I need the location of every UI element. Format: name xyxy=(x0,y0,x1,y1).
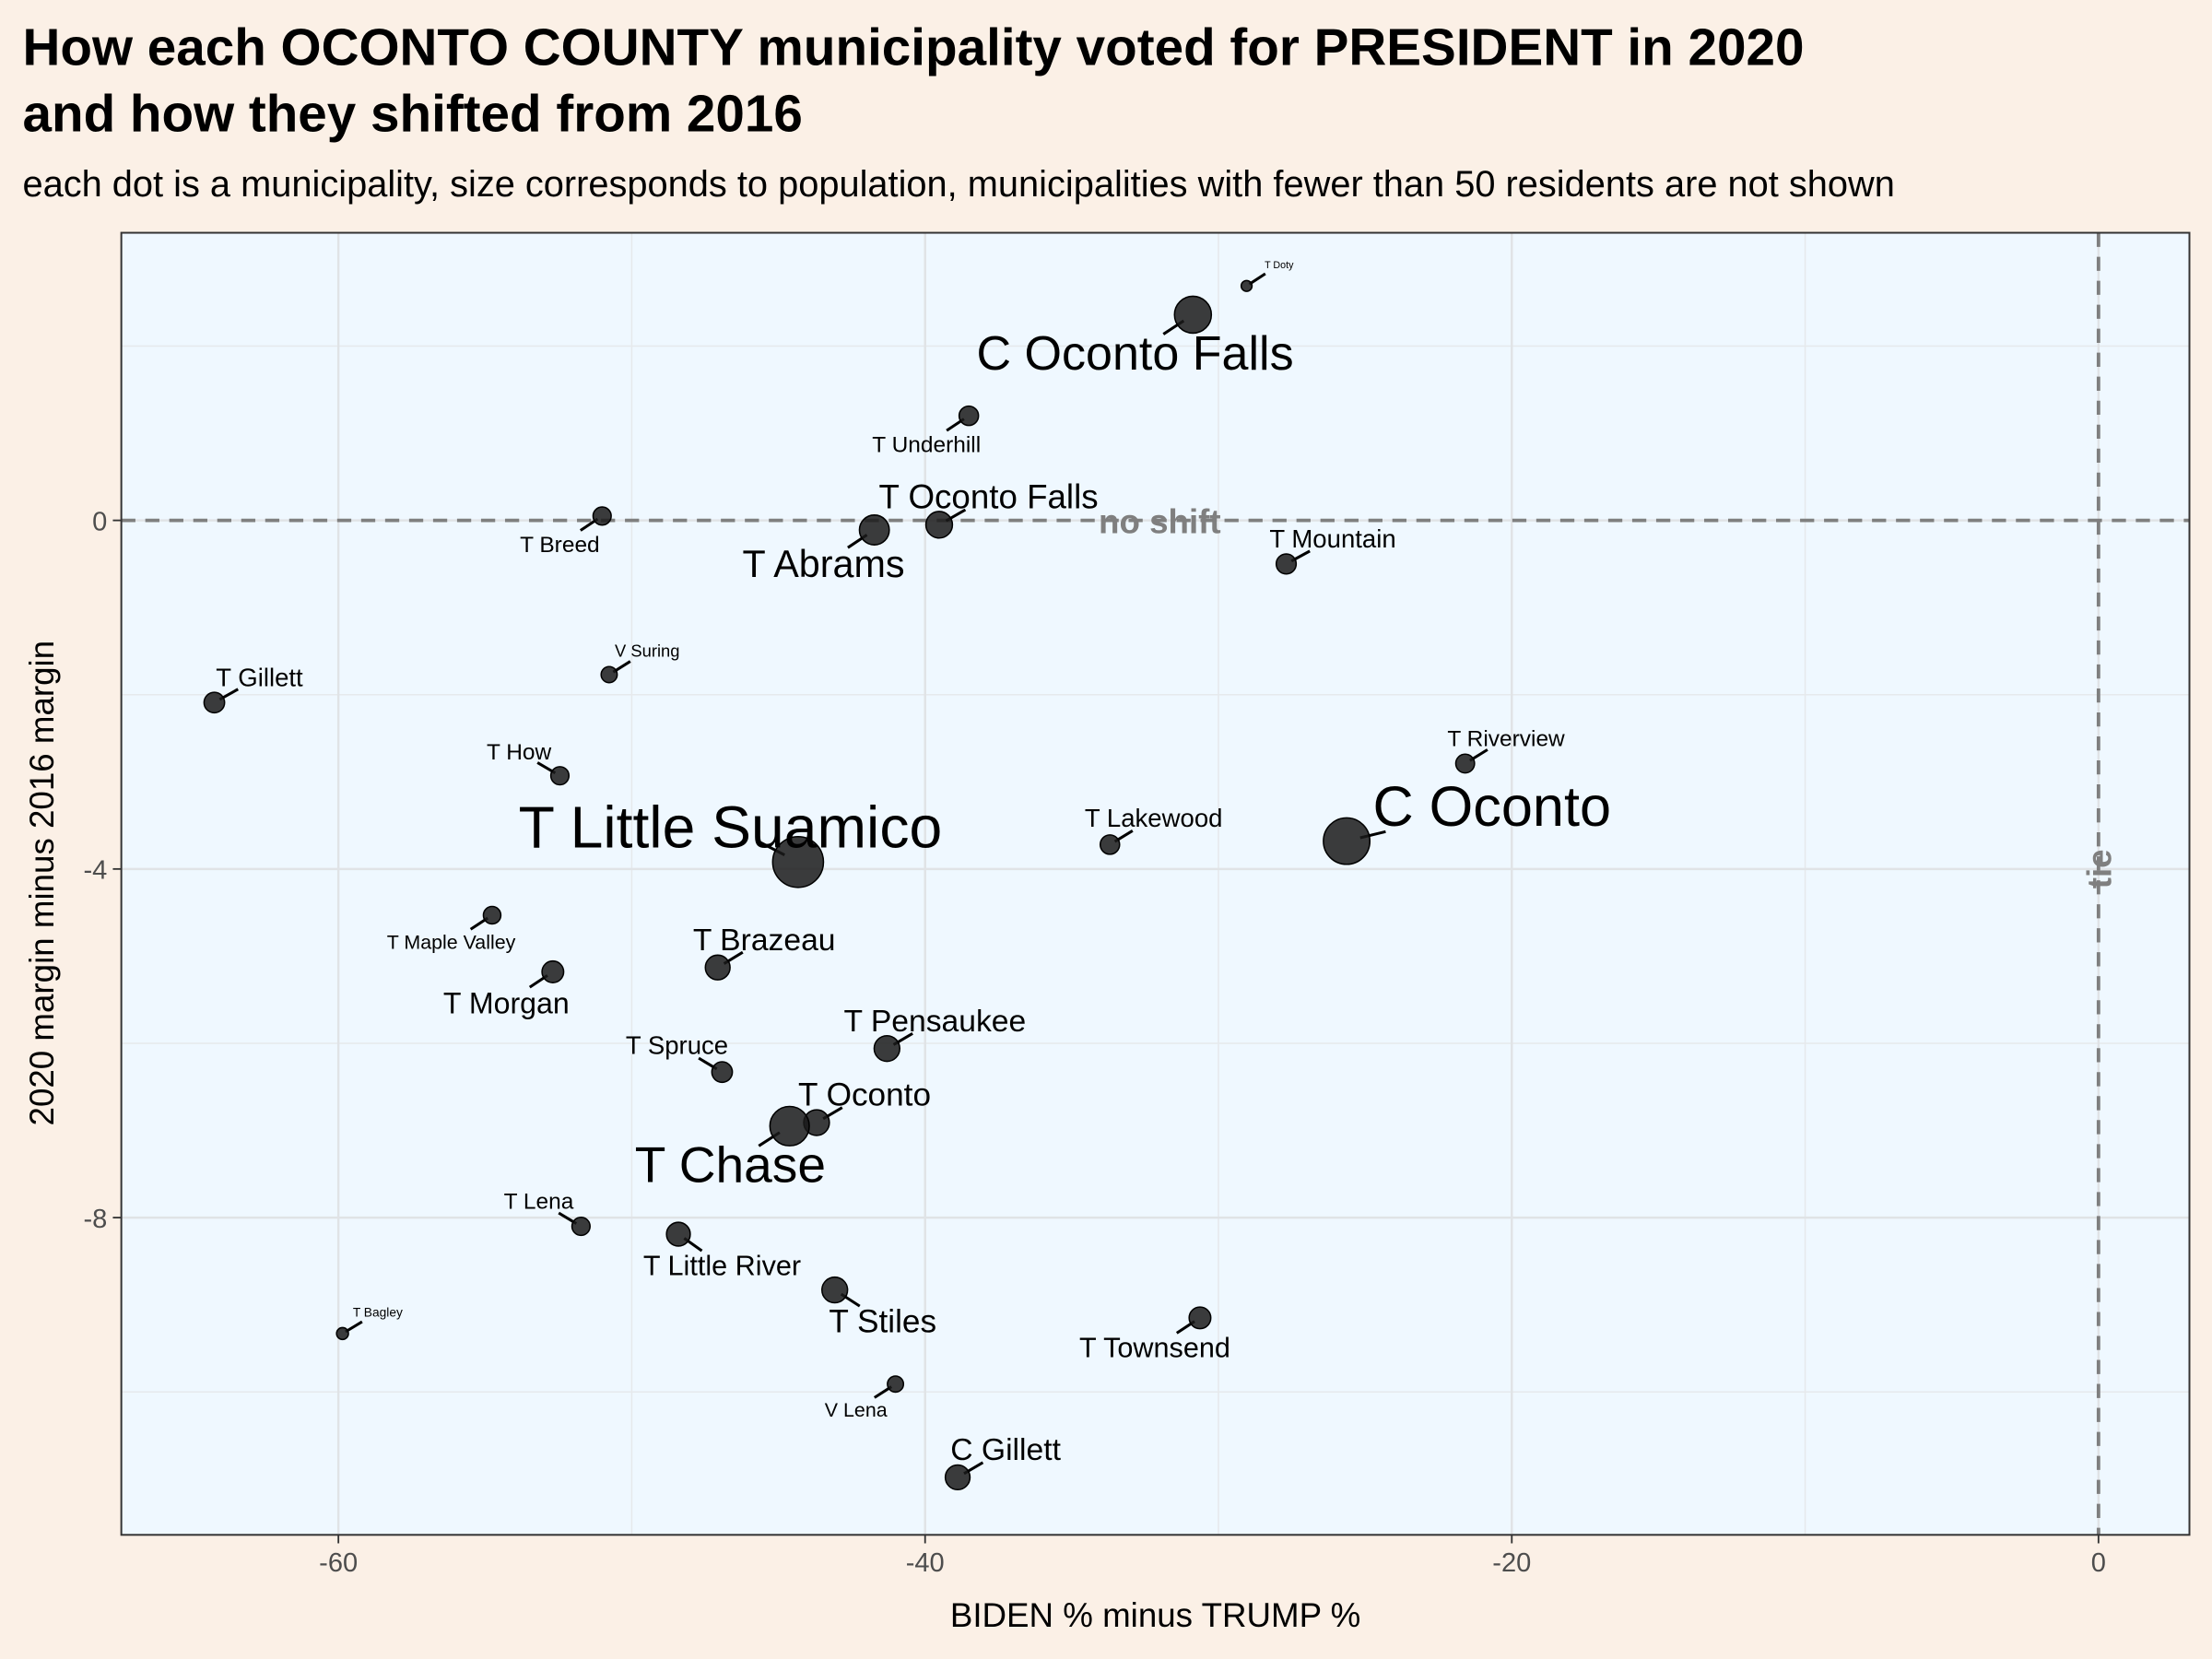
point xyxy=(924,511,954,539)
point-label: C Oconto xyxy=(1372,775,1611,838)
plot-panel xyxy=(121,232,2190,1535)
point xyxy=(600,665,618,684)
point xyxy=(711,1061,734,1084)
point xyxy=(769,1105,810,1147)
point-label: T Abrams xyxy=(743,543,905,585)
point xyxy=(203,691,226,714)
point xyxy=(1275,553,1298,575)
point-label: T Bagley xyxy=(353,1306,403,1320)
point-label: T Spruce xyxy=(626,1031,728,1060)
point xyxy=(887,1375,905,1394)
point-label: T Lakewood xyxy=(1085,804,1223,832)
x-axis-label: BIDEN % minus TRUMP % xyxy=(950,1596,1360,1634)
annotation: no shift xyxy=(1099,502,1221,540)
point-label: V Lena xyxy=(825,1399,888,1421)
point-label: T How xyxy=(487,740,552,765)
point-label: C Oconto Falls xyxy=(977,327,1294,381)
y-tick-label: -4 xyxy=(83,856,107,886)
plot-border xyxy=(120,231,2191,1536)
point-label: T Lena xyxy=(504,1190,574,1215)
point xyxy=(1173,295,1213,335)
point-label: T Little River xyxy=(643,1250,801,1281)
point xyxy=(704,954,731,981)
point-label: T Brazeau xyxy=(693,924,836,958)
x-tick-label: 0 xyxy=(2091,1548,2106,1578)
point xyxy=(665,1221,691,1247)
y-tick-label: 0 xyxy=(92,507,107,536)
y-axis-label: 2020 margin minus 2016 margin xyxy=(23,641,61,1126)
point-label: C Gillett xyxy=(950,1433,1061,1467)
point-label: T Doty xyxy=(1265,260,1294,271)
point xyxy=(1240,279,1253,292)
point xyxy=(541,959,565,983)
point xyxy=(592,506,612,526)
point xyxy=(944,1464,971,1491)
point-label: T Underhill xyxy=(872,432,981,457)
point-label: T Mountain xyxy=(1269,524,1395,553)
point-label: T Riverview xyxy=(1447,726,1565,751)
point-label: T Townsend xyxy=(1079,1333,1230,1364)
point-label: T Morgan xyxy=(443,986,570,1019)
point xyxy=(873,1034,901,1063)
leader-line xyxy=(345,1320,363,1334)
point-label: T Chase xyxy=(635,1135,826,1193)
y-tick-label: -8 xyxy=(83,1205,107,1234)
chart-title: and how they shifted from 2016 xyxy=(22,85,802,143)
point xyxy=(1188,1306,1212,1330)
point xyxy=(1323,817,1371,865)
x-tick-label: -40 xyxy=(906,1548,945,1578)
point-label: T Little Suamico xyxy=(519,794,943,861)
point-label: T Pensaukee xyxy=(844,1005,1027,1039)
point xyxy=(821,1276,849,1304)
point xyxy=(335,1326,349,1341)
x-tick-label: -60 xyxy=(319,1548,358,1578)
point-label: V Suring xyxy=(615,641,679,660)
chart-subtitle: each dot is a municipality, size corresp… xyxy=(22,164,1894,205)
point-label: T Oconto Falls xyxy=(879,478,1099,516)
point xyxy=(1099,834,1121,855)
point xyxy=(858,514,890,546)
point xyxy=(771,835,825,888)
leader-line xyxy=(1248,272,1266,286)
point xyxy=(958,405,980,427)
point xyxy=(482,905,502,925)
x-tick-label: -20 xyxy=(1492,1548,1531,1578)
point-label: T Oconto xyxy=(798,1077,931,1113)
point xyxy=(1454,753,1476,774)
point-label: T Maple Valley xyxy=(387,932,516,954)
point xyxy=(571,1216,591,1237)
point xyxy=(549,766,571,786)
point-label: T Breed xyxy=(520,533,600,558)
annotation: tie xyxy=(2081,849,2119,888)
chart-title: How each OCONTO COUNTY municipality vote… xyxy=(22,18,1804,76)
point-label: T Stiles xyxy=(829,1304,936,1340)
point-label: T Gillett xyxy=(216,663,303,691)
